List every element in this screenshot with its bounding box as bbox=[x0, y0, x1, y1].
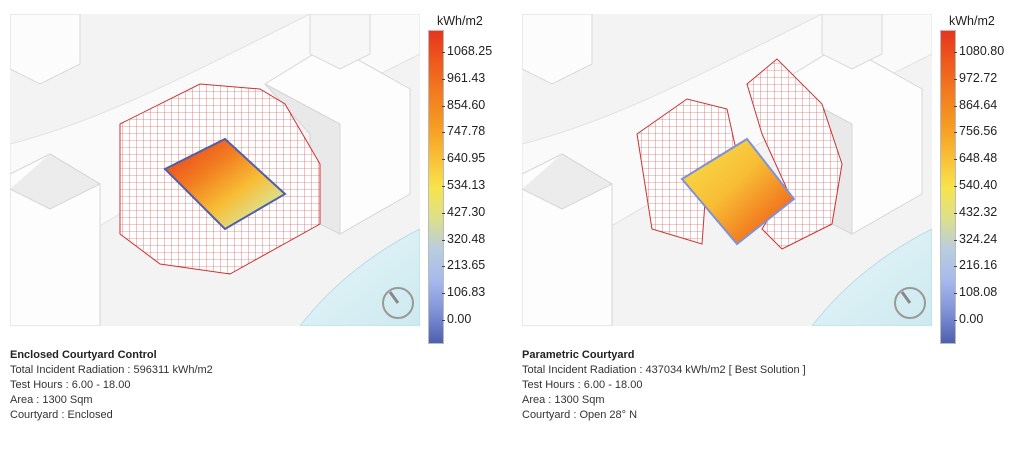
north-arrow-icon bbox=[382, 287, 414, 319]
caption-line-radiation: Total Incident Radiation : 437034 kWh/m2… bbox=[522, 364, 806, 376]
legend-tick-label: 972.72 bbox=[959, 70, 998, 85]
legend-color-bar bbox=[940, 30, 956, 344]
legend-tick-label: 427.30 bbox=[447, 204, 486, 219]
legend-tick-label: 324.24 bbox=[959, 231, 998, 246]
legend-unit: kWh/m2 bbox=[949, 14, 995, 28]
legend-color-bar bbox=[428, 30, 444, 344]
legend-tick-label: 0.00 bbox=[447, 312, 472, 326]
legend-tick-mark bbox=[442, 239, 445, 241]
caption: Parametric Courtyard Total Incident Radi… bbox=[522, 348, 806, 423]
legend-tick-mark bbox=[442, 212, 445, 214]
caption-line-hours: Test Hours : 6.00 - 18.00 bbox=[522, 379, 643, 391]
color-legend: kWh/m2 1068.25 961.43 854.60 747.78 640.95 53… bbox=[427, 14, 512, 344]
legend-tick-mark bbox=[954, 132, 957, 134]
legend-tick-label: 540.40 bbox=[959, 178, 998, 192]
context-scene bbox=[10, 14, 420, 326]
legend-tick-mark bbox=[954, 293, 957, 295]
color-legend: kWh/m2 1080.80 972.72 864.64 756.56 648.48 54… bbox=[939, 14, 1024, 344]
legend-tick-mark bbox=[954, 320, 957, 321]
legend-tick-label: 534.13 bbox=[447, 178, 486, 192]
legend-tick-label: 320.48 bbox=[447, 231, 486, 246]
legend-tick-label: 216.16 bbox=[959, 258, 998, 273]
panel-enclosed-courtyard: kWh/m2 1068.25 961.43 854.60 747.78 640.95 53… bbox=[10, 14, 512, 423]
legend-tick-mark bbox=[954, 159, 957, 161]
caption-line-area: Area : 1300 Sqm bbox=[10, 394, 93, 406]
legend-tick-label: 864.64 bbox=[959, 97, 998, 112]
legend-tick-label: 756.56 bbox=[959, 124, 998, 139]
courtyard-massing bbox=[119, 83, 321, 275]
courtyard-massing bbox=[636, 58, 843, 250]
legend-tick-mark bbox=[442, 78, 445, 80]
caption-title: Parametric Courtyard bbox=[522, 349, 635, 361]
north-arrow-icon bbox=[894, 287, 926, 319]
legend-tick-label: 106.83 bbox=[447, 285, 486, 300]
radiation-render-parametric bbox=[522, 14, 932, 326]
legend-tick-mark bbox=[442, 52, 445, 53]
legend-tick-label: 432.32 bbox=[959, 204, 998, 219]
legend-tick-label: 648.48 bbox=[959, 151, 998, 166]
caption: Enclosed Courtyard Control Total Inciden… bbox=[10, 348, 213, 423]
legend-tick-label: 854.60 bbox=[447, 97, 486, 112]
legend-tick-mark bbox=[954, 52, 957, 53]
caption-line-area: Area : 1300 Sqm bbox=[522, 394, 605, 406]
legend-tick-mark bbox=[954, 266, 957, 268]
legend-tick-mark bbox=[442, 132, 445, 134]
legend-tick-mark bbox=[954, 105, 957, 107]
caption-line-courtyard: Courtyard : Enclosed bbox=[10, 409, 113, 421]
legend-tick-label: 213.65 bbox=[447, 258, 486, 273]
context-scene bbox=[522, 14, 932, 326]
legend-tick-mark bbox=[954, 78, 957, 80]
caption-line-hours: Test Hours : 6.00 - 18.00 bbox=[10, 379, 131, 391]
radiation-render-enclosed bbox=[10, 14, 420, 326]
legend-tick-mark bbox=[954, 239, 957, 241]
legend-tick-mark bbox=[442, 320, 445, 321]
legend-tick-mark bbox=[442, 159, 445, 161]
legend-tick-label: 640.95 bbox=[447, 151, 486, 166]
legend-tick-label: 961.43 bbox=[447, 70, 486, 85]
legend-tick-mark bbox=[442, 293, 445, 295]
legend-tick-mark bbox=[442, 105, 445, 107]
caption-title: Enclosed Courtyard Control bbox=[10, 349, 157, 361]
legend-tick-label: 1068.25 bbox=[447, 44, 493, 58]
legend-tick-label: 747.78 bbox=[447, 124, 486, 139]
legend-tick-label: 0.00 bbox=[959, 312, 984, 326]
caption-line-courtyard: Courtyard : Open 28° N bbox=[522, 409, 638, 421]
legend-tick-mark bbox=[442, 266, 445, 268]
legend-tick-mark bbox=[442, 186, 445, 187]
legend-tick-mark bbox=[954, 186, 957, 187]
legend-tick-label: 108.08 bbox=[959, 285, 998, 300]
panel-parametric-courtyard: kWh/m2 1080.80 972.72 864.64 756.56 648.48 54… bbox=[512, 0, 1024, 458]
caption-line-radiation: Total Incident Radiation : 596311 kWh/m2 bbox=[10, 364, 213, 376]
legend-tick-label: 1080.80 bbox=[959, 44, 1005, 58]
legend-unit: kWh/m2 bbox=[437, 14, 483, 28]
legend-tick-mark bbox=[954, 212, 957, 214]
